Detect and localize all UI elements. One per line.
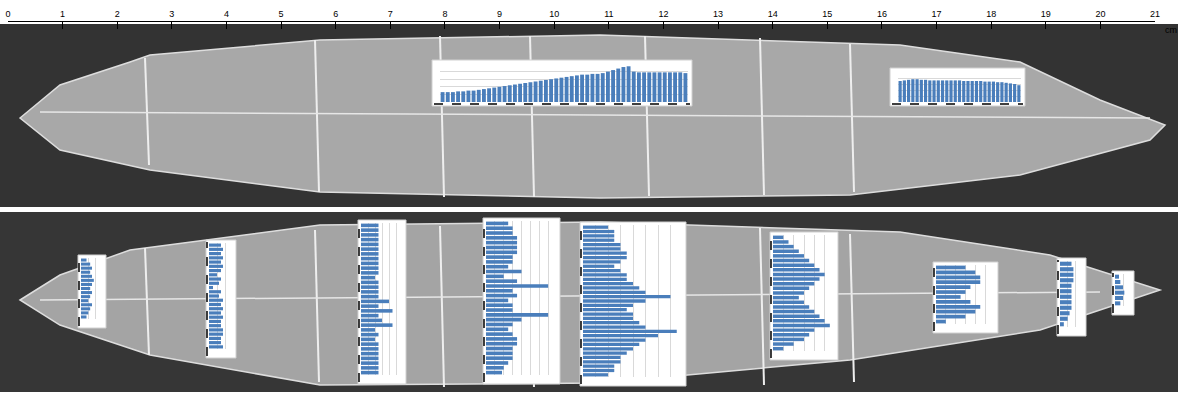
svg-text:10: 10 (549, 9, 559, 19)
svg-text:12: 12 (658, 9, 668, 19)
svg-text:13: 13 (713, 9, 723, 19)
svg-text:8: 8 (442, 9, 447, 19)
svg-text:16: 16 (877, 9, 887, 19)
svg-text:7: 7 (388, 9, 393, 19)
svg-text:19: 19 (1041, 9, 1051, 19)
svg-text:18: 18 (986, 9, 996, 19)
svg-text:15: 15 (822, 9, 832, 19)
svg-text:9: 9 (497, 9, 502, 19)
svg-text:3: 3 (169, 9, 174, 19)
svg-text:17: 17 (932, 9, 942, 19)
svg-text:20: 20 (1095, 9, 1105, 19)
svg-text:4: 4 (224, 9, 229, 19)
svg-text:14: 14 (768, 9, 778, 19)
svg-text:cm: cm (1165, 25, 1177, 35)
svg-text:1: 1 (60, 9, 65, 19)
svg-text:11: 11 (604, 9, 613, 19)
svg-text:0: 0 (5, 9, 10, 19)
svg-text:5: 5 (279, 9, 284, 19)
svg-text:6: 6 (333, 9, 338, 19)
svg-text:21: 21 (1150, 9, 1160, 19)
svg-text:2: 2 (115, 9, 120, 19)
